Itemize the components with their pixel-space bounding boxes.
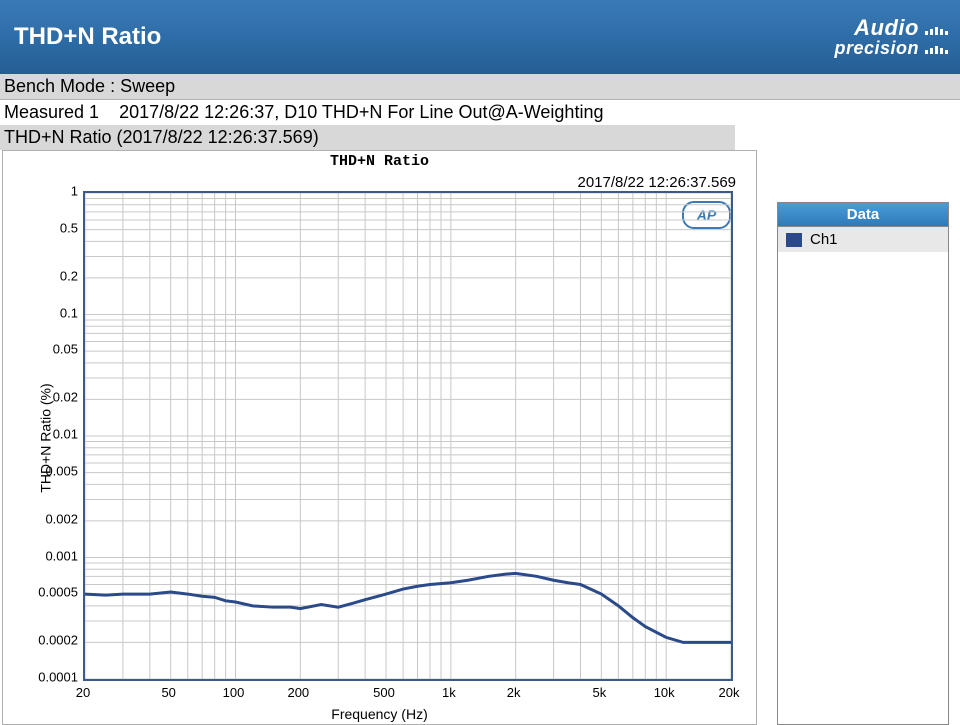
legend-items: Ch1 — [778, 227, 948, 252]
x-tick: 5k — [592, 685, 606, 700]
ratio-title-bar: THD+N Ratio (2017/8/22 12:26:37.569) — [0, 125, 735, 150]
data-series — [85, 193, 731, 679]
bench-mode-value: Sweep — [120, 76, 175, 96]
measured-row: Measured 1 2017/8/22 12:26:37, D10 THD+N… — [0, 100, 960, 125]
y-tick: 0.1 — [18, 305, 78, 320]
x-tick: 20k — [719, 685, 740, 700]
measured-detail: 2017/8/22 12:26:37, D10 THD+N For Line O… — [119, 102, 603, 122]
y-tick: 0.5 — [18, 220, 78, 235]
legend-label: Ch1 — [810, 231, 838, 248]
x-tick: 100 — [223, 685, 245, 700]
y-tick: 0.0001 — [18, 670, 78, 685]
chart-timestamp: 2017/8/22 12:26:37.569 — [578, 174, 736, 191]
bench-mode-label: Bench Mode : — [4, 76, 120, 96]
legend-swatch — [786, 233, 802, 247]
y-tick: 0.2 — [18, 268, 78, 283]
y-tick: 0.0005 — [18, 585, 78, 600]
x-tick: 1k — [442, 685, 456, 700]
chart-title: THD+N Ratio — [3, 153, 756, 170]
y-tick: 1 — [18, 184, 78, 199]
y-tick: 0.002 — [18, 511, 78, 526]
x-tick: 200 — [287, 685, 309, 700]
plot-area — [83, 191, 733, 681]
y-tick: 0.05 — [18, 342, 78, 357]
legend-item: Ch1 — [778, 227, 948, 252]
y-tick: 0.001 — [18, 548, 78, 563]
legend-header: Data — [778, 203, 948, 227]
content-row: THD+N Ratio 2017/8/22 12:26:37.569 AP TH… — [0, 150, 960, 725]
header-bar: THD+N Ratio Audio precision — [0, 0, 960, 74]
x-tick: 500 — [373, 685, 395, 700]
legend-panel: Data Ch1 — [777, 202, 949, 725]
measured-label: Measured 1 — [4, 102, 99, 122]
x-tick: 2k — [507, 685, 521, 700]
x-tick: 20 — [76, 685, 90, 700]
y-tick: 0.0002 — [18, 633, 78, 648]
page-title: THD+N Ratio — [14, 23, 161, 51]
brand-logo: Audio precision — [834, 17, 948, 57]
chart-panel: THD+N Ratio 2017/8/22 12:26:37.569 AP TH… — [2, 150, 757, 725]
x-tick: 10k — [654, 685, 675, 700]
bench-mode-row: Bench Mode : Sweep — [0, 74, 960, 100]
x-tick: 50 — [161, 685, 175, 700]
y-tick: 0.02 — [18, 390, 78, 405]
y-tick: 0.005 — [18, 463, 78, 478]
y-tick: 0.01 — [18, 427, 78, 442]
